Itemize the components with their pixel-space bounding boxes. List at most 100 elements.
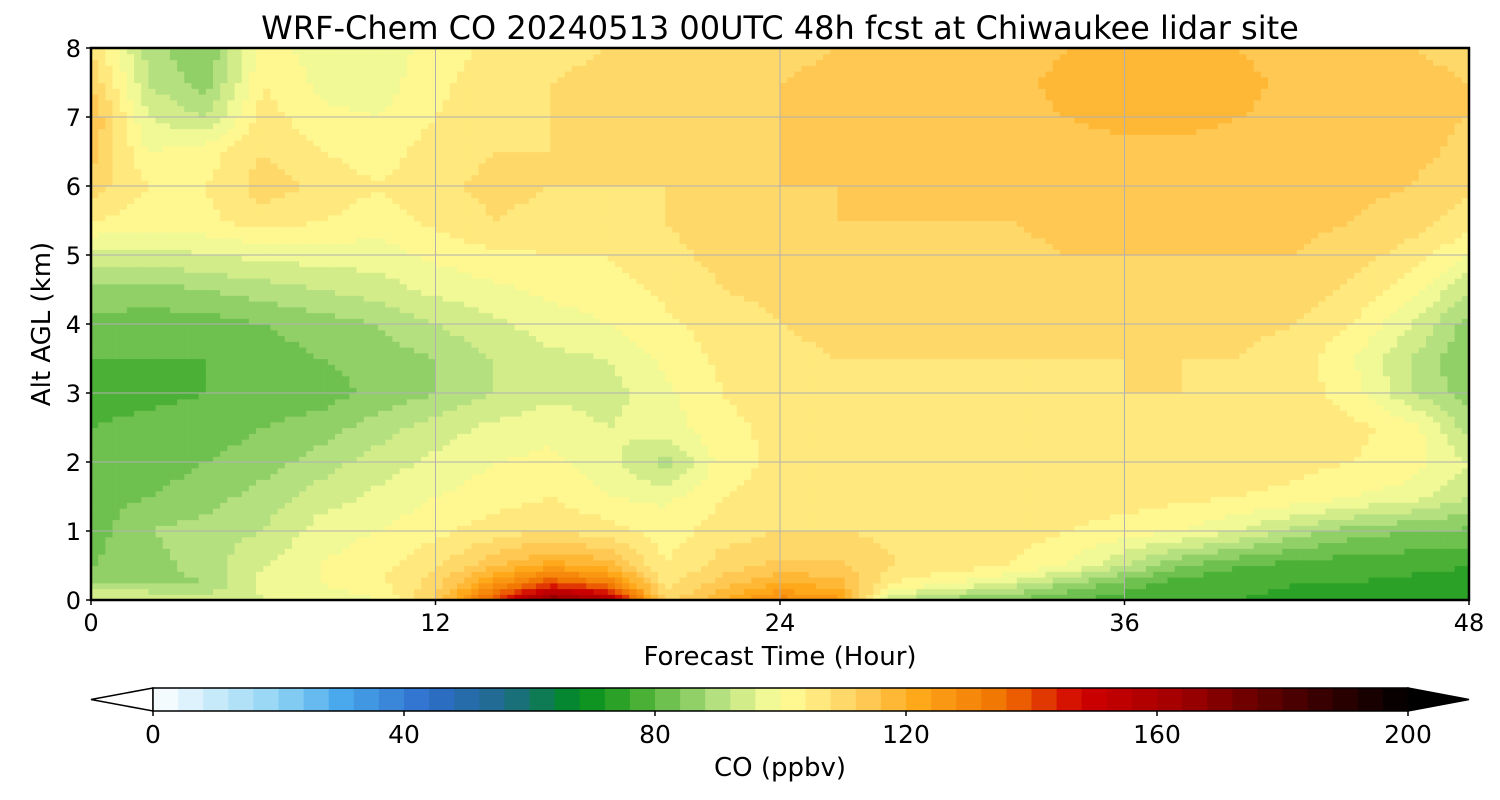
heatmap-cell xyxy=(370,375,379,383)
heatmap-cell xyxy=(378,531,386,538)
heatmap-cell xyxy=(320,59,329,66)
heatmap-cell xyxy=(413,318,422,325)
heatmap-cell xyxy=(270,301,279,308)
heatmap-cell xyxy=(406,467,415,475)
heatmap-cell xyxy=(162,329,171,337)
heatmap-cell xyxy=(134,421,142,429)
heatmap-cell xyxy=(119,347,128,354)
heatmap-cell xyxy=(126,404,135,411)
heatmap-cell xyxy=(134,197,142,204)
heatmap-cell xyxy=(213,467,221,475)
heatmap-cell xyxy=(449,485,458,492)
heatmap-cell xyxy=(256,174,264,181)
heatmap-cell xyxy=(198,88,207,95)
heatmap-cell xyxy=(335,243,343,250)
heatmap-cell xyxy=(392,490,401,498)
heatmap-cell xyxy=(205,341,214,348)
heatmap-cell xyxy=(378,318,386,325)
heatmap-cell xyxy=(198,421,207,429)
heatmap-cell xyxy=(435,122,444,130)
heatmap-cell xyxy=(227,571,236,578)
heatmap-cell xyxy=(213,393,221,400)
heatmap-cell xyxy=(105,352,114,360)
heatmap-cell xyxy=(112,157,121,164)
heatmap-cell xyxy=(457,272,465,279)
heatmap-cell xyxy=(399,266,408,273)
heatmap-cell xyxy=(320,381,329,388)
heatmap-cell xyxy=(191,226,200,233)
heatmap-cell xyxy=(449,237,458,245)
heatmap-cell xyxy=(406,318,415,325)
heatmap-cell xyxy=(277,542,286,549)
heatmap-cell xyxy=(198,559,207,567)
heatmap-cell xyxy=(227,214,236,222)
heatmap-cell xyxy=(148,577,157,584)
heatmap-cell xyxy=(241,220,250,227)
heatmap-cell xyxy=(256,548,264,555)
heatmap-cell xyxy=(184,283,193,291)
heatmap-cell xyxy=(134,226,142,233)
heatmap-cell xyxy=(119,594,128,601)
heatmap-cell xyxy=(342,191,350,199)
heatmap-cell xyxy=(126,358,135,365)
heatmap-cell xyxy=(91,554,99,561)
heatmap-cell xyxy=(198,145,207,153)
heatmap-cell xyxy=(227,260,236,268)
heatmap-cell xyxy=(256,128,264,135)
heatmap-cell xyxy=(256,99,264,107)
heatmap-cell xyxy=(449,513,458,521)
heatmap-cell xyxy=(428,490,437,498)
heatmap-cell xyxy=(112,168,121,176)
heatmap-cell xyxy=(363,145,372,153)
heatmap-cell xyxy=(234,439,243,446)
heatmap-cell xyxy=(356,71,365,78)
heatmap-cell xyxy=(126,145,135,153)
heatmap-cell xyxy=(349,358,358,365)
heatmap-cell xyxy=(169,65,178,72)
heatmap-cell xyxy=(291,381,300,388)
heatmap-cell xyxy=(356,490,365,498)
heatmap-cell xyxy=(177,88,185,95)
heatmap-cell xyxy=(248,387,257,394)
heatmap-cell xyxy=(442,467,451,475)
heatmap-cell xyxy=(284,111,293,118)
heatmap-cell xyxy=(112,65,121,72)
heatmap-cell xyxy=(385,151,394,158)
heatmap-cell xyxy=(148,398,157,406)
heatmap-cell xyxy=(198,232,207,239)
heatmap-cell xyxy=(241,577,250,584)
heatmap-cell xyxy=(169,134,178,141)
heatmap-cell xyxy=(119,99,128,107)
heatmap-cell xyxy=(241,565,250,572)
heatmap-cell xyxy=(392,370,401,377)
heatmap-cell xyxy=(378,427,386,434)
heatmap-cell xyxy=(356,370,365,377)
heatmap-cell xyxy=(112,404,121,411)
heatmap-cell xyxy=(270,266,279,273)
heatmap-cell xyxy=(370,157,379,164)
heatmap-cell xyxy=(155,381,164,388)
heatmap-cell xyxy=(263,536,272,544)
heatmap-cell xyxy=(378,341,386,348)
heatmap-cell xyxy=(241,88,250,95)
heatmap-cell xyxy=(342,364,350,371)
heatmap-cell xyxy=(270,71,279,78)
heatmap-cell xyxy=(263,352,272,360)
heatmap-cell xyxy=(449,255,458,262)
heatmap-cell xyxy=(320,375,329,383)
heatmap-cell xyxy=(399,588,408,595)
heatmap-cell xyxy=(91,473,99,480)
heatmap-cell xyxy=(363,559,372,567)
heatmap-cell xyxy=(220,393,228,400)
heatmap-cell xyxy=(270,588,279,595)
heatmap-cell xyxy=(392,582,401,590)
heatmap-cell xyxy=(184,479,193,486)
heatmap-cell xyxy=(241,295,250,302)
heatmap-cell xyxy=(299,134,307,141)
heatmap-cell xyxy=(126,197,135,204)
heatmap-cell xyxy=(406,485,415,492)
heatmap-cell xyxy=(449,180,458,187)
heatmap-cell xyxy=(413,226,422,233)
heatmap-cell xyxy=(363,220,372,227)
heatmap-cell xyxy=(191,324,200,331)
